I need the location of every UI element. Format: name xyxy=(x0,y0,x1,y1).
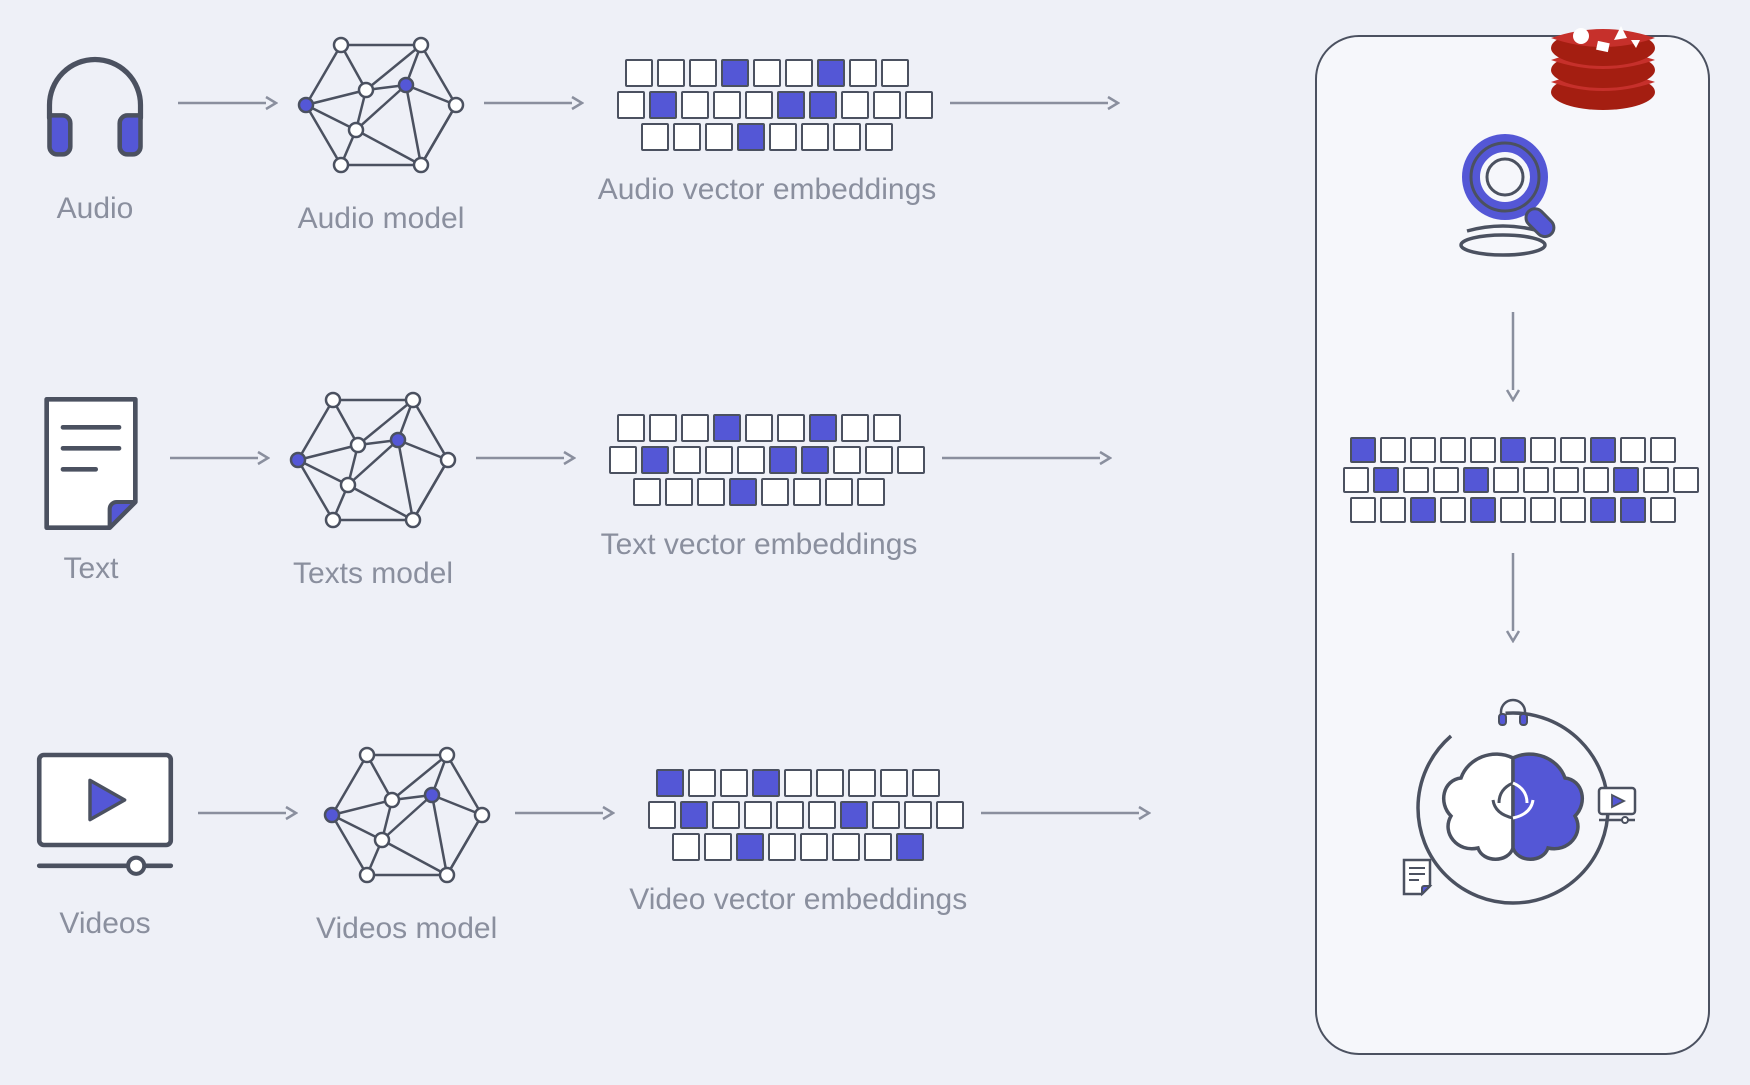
text-model-label: Texts model xyxy=(293,557,453,591)
arrow-icon xyxy=(515,803,615,828)
video-model: Videos model xyxy=(316,740,497,946)
text-model: Texts model xyxy=(288,385,458,591)
audio-model-label: Audio model xyxy=(298,202,465,236)
text-embed-label: Text vector embeddings xyxy=(601,528,918,562)
text-label: Text xyxy=(63,552,118,586)
arrow-down-icon xyxy=(1503,553,1523,648)
vector-db-panel xyxy=(1315,35,1710,1055)
network-graph-icon xyxy=(288,385,458,535)
arrow-down-icon xyxy=(1503,312,1523,407)
network-graph-icon xyxy=(296,30,466,180)
video-embeddings: Video vector embeddings xyxy=(633,769,963,917)
arrow-icon xyxy=(981,803,1151,828)
row-video: Videos xyxy=(30,740,1130,946)
arrow-icon xyxy=(942,448,1112,473)
arrow-icon xyxy=(170,448,270,473)
audio-embed-label: Audio vector embeddings xyxy=(598,173,937,207)
headphones-icon xyxy=(30,40,160,170)
embedding-grid-icon xyxy=(593,414,925,506)
embedding-grid-icon xyxy=(601,59,933,151)
embedding-flow-diagram: Audio xyxy=(0,0,1750,1085)
arrow-icon xyxy=(484,93,584,118)
multimodal-brain-icon xyxy=(1383,688,1643,933)
redis-logo-icon xyxy=(1543,12,1663,122)
video-embed-label: Video vector embeddings xyxy=(629,883,967,917)
arrow-icon xyxy=(178,93,278,118)
audio-label: Audio xyxy=(57,192,134,226)
search-icon xyxy=(1443,127,1583,282)
text-embeddings: Text vector embeddings xyxy=(594,414,924,562)
arrow-icon xyxy=(198,803,298,828)
video-label: Videos xyxy=(59,907,150,941)
row-audio: Audio xyxy=(30,30,1130,236)
audio-embeddings: Audio vector embeddings xyxy=(602,59,932,207)
embedding-grid-icon xyxy=(632,769,964,861)
audio-model: Audio model xyxy=(296,30,466,236)
row-text: Text xyxy=(30,385,1130,591)
arrow-icon xyxy=(476,448,576,473)
text-source: Text xyxy=(30,390,152,586)
arrow-icon xyxy=(950,93,1120,118)
audio-source: Audio xyxy=(30,40,160,226)
embedding-grid-icon xyxy=(1327,437,1699,523)
video-source: Videos xyxy=(30,745,180,941)
document-icon xyxy=(31,390,151,530)
video-player-icon xyxy=(30,745,180,885)
video-model-label: Videos model xyxy=(316,912,497,946)
network-graph-icon xyxy=(322,740,492,890)
